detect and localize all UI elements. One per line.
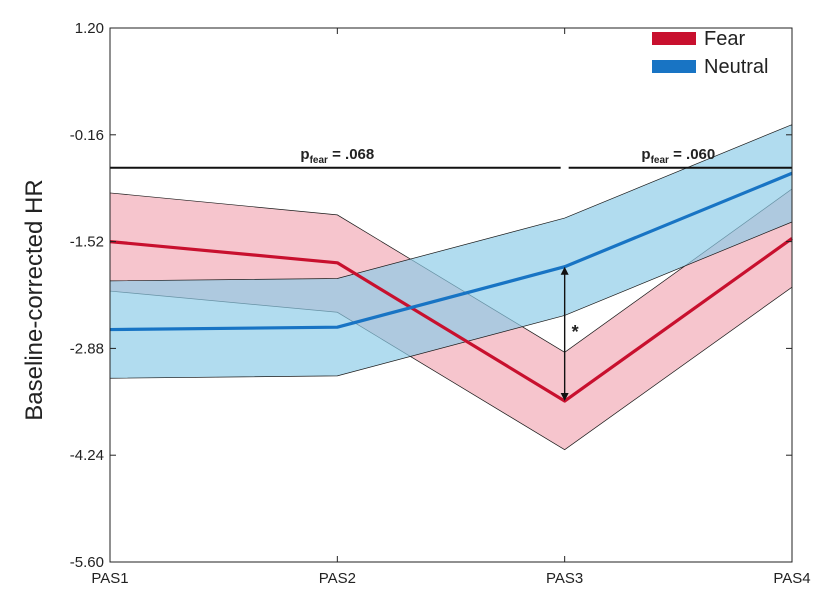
annotations: pfear = .068 pfear = .060 * <box>110 146 792 402</box>
y-tick-label: -5.60 <box>70 554 104 571</box>
x-tick-label: PAS1 <box>91 570 128 587</box>
y-tick-label: -0.16 <box>70 127 104 144</box>
axes <box>109 27 793 563</box>
significance-marker: * <box>572 322 579 342</box>
legend-swatch-neutral <box>652 60 696 73</box>
annotation-text-2: pfear = .060 <box>641 146 715 166</box>
significance-arrow-head-bottom <box>560 393 569 402</box>
legend-swatch-fear <box>652 32 696 45</box>
y-tick-label: -2.88 <box>70 340 104 357</box>
y-tick-label: 1.20 <box>75 20 104 37</box>
x-tick-label: PAS4 <box>773 570 810 587</box>
y-tick-label: -1.52 <box>70 234 104 251</box>
x-tick-label: PAS3 <box>546 570 583 587</box>
y-axis-title: Baseline-corrected HR <box>21 179 48 420</box>
plot-frame <box>109 27 793 563</box>
legend-label-fear: Fear <box>704 28 745 50</box>
x-tick-label: PAS2 <box>319 570 356 587</box>
legend: Fear Neutral <box>652 28 768 78</box>
line-neutral <box>109 171 793 332</box>
annotation-text-1: pfear = .068 <box>300 146 374 166</box>
significance-arrow-head-top <box>560 266 569 275</box>
line-fear <box>109 237 793 403</box>
series-lines <box>109 171 793 403</box>
y-tick-label: -4.24 <box>70 447 104 464</box>
legend-label-neutral: Neutral <box>704 56 768 78</box>
confidence-bands <box>109 124 793 451</box>
